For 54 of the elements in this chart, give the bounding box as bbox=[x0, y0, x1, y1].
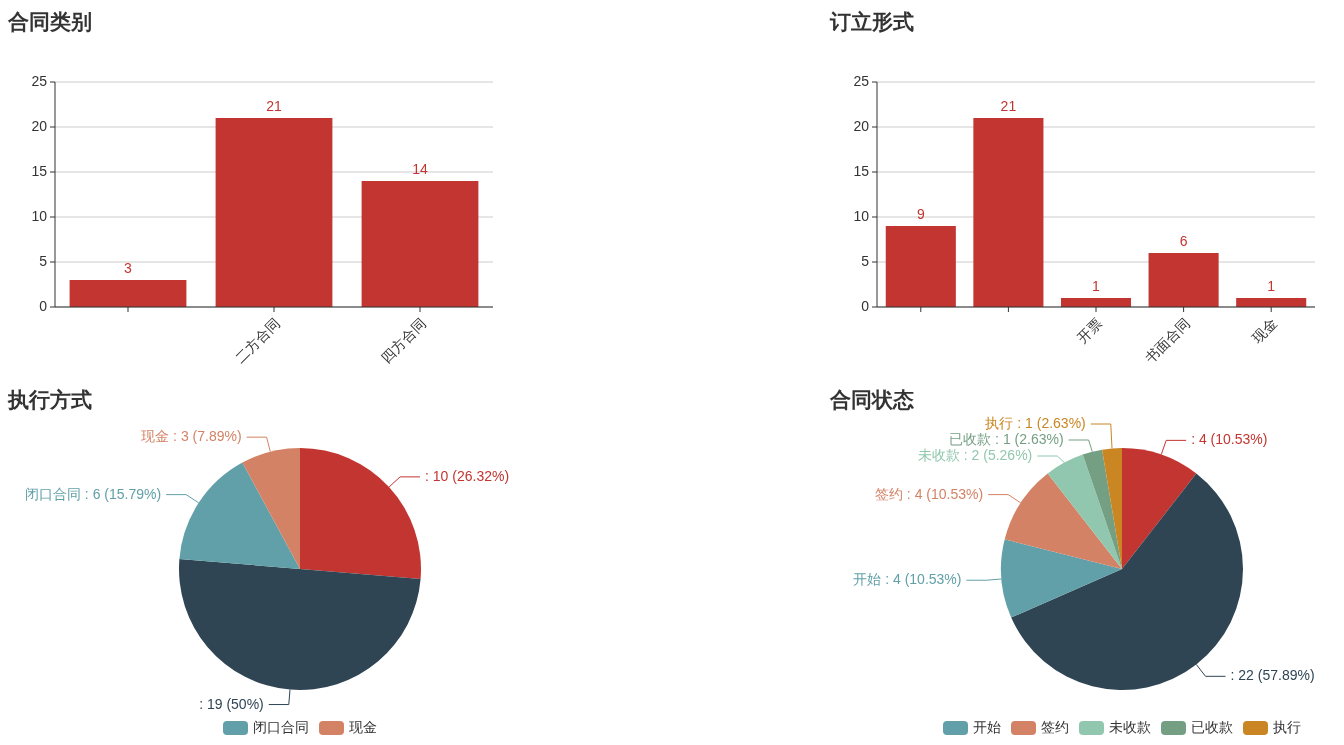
data-label: 6 bbox=[1179, 233, 1188, 249]
data-label: 9 bbox=[916, 206, 925, 222]
data-label: 3 bbox=[124, 260, 133, 276]
legend-label: 执行 bbox=[1273, 718, 1301, 735]
x-tick-label: 二方合同 bbox=[232, 315, 284, 367]
data-label: : 22 (57.89%) bbox=[1230, 667, 1315, 684]
data-label: 执行 : 1 (2.63%) bbox=[985, 414, 1086, 431]
y-tick-label: 15 bbox=[853, 162, 870, 179]
data-label: : 4 (10.53%) bbox=[1191, 431, 1268, 448]
data-label: : 19 (50%) bbox=[199, 695, 264, 712]
data-label: : 10 (26.32%) bbox=[425, 467, 510, 484]
data-label: 闭口合同 : 6 (15.79%) bbox=[24, 485, 162, 502]
bar bbox=[885, 226, 956, 307]
bar bbox=[1148, 253, 1219, 307]
data-label: 1 bbox=[1267, 278, 1276, 294]
y-tick-label: 5 bbox=[39, 252, 48, 269]
bar bbox=[361, 181, 479, 307]
data-label: 开始 : 4 (10.53%) bbox=[853, 570, 962, 587]
data-label: 1 bbox=[1092, 278, 1101, 294]
data-label: 21 bbox=[266, 98, 282, 114]
y-tick-label: 10 bbox=[853, 207, 870, 224]
y-tick-label: 15 bbox=[31, 162, 48, 179]
y-tick-label: 20 bbox=[31, 117, 48, 134]
x-tick-label: 书面合同 bbox=[1142, 315, 1194, 367]
y-tick-label: 0 bbox=[861, 297, 870, 314]
legend-label: 闭口合同 bbox=[253, 718, 309, 735]
pie-slice bbox=[300, 448, 421, 579]
data-label: 未收款 : 2 (5.26%) bbox=[917, 446, 1033, 463]
bar bbox=[215, 118, 333, 307]
chart-title: 合同类别 bbox=[7, 10, 92, 33]
y-tick-label: 20 bbox=[853, 117, 870, 134]
legend-label: 开始 bbox=[973, 718, 1001, 735]
legend-label: 签约 bbox=[1041, 718, 1069, 735]
data-label: 21 bbox=[1000, 98, 1017, 114]
x-tick-label: 开票 bbox=[1074, 315, 1106, 347]
data-label: 签约 : 4 (10.53%) bbox=[874, 485, 984, 502]
data-label: 14 bbox=[412, 161, 428, 177]
x-tick-label: 四方合同 bbox=[378, 315, 430, 367]
chart-title: 合同状态 bbox=[829, 388, 914, 411]
y-tick-label: 5 bbox=[861, 252, 870, 269]
chart-title: 订立形式 bbox=[829, 10, 914, 33]
data-label: 已收款 : 1 (2.63%) bbox=[949, 430, 1064, 447]
bar bbox=[973, 118, 1044, 307]
x-tick-label: 现金 bbox=[1249, 315, 1281, 347]
legend-label: 现金 bbox=[349, 718, 377, 735]
y-tick-label: 10 bbox=[31, 207, 48, 224]
legend-label: 未收款 bbox=[1109, 718, 1151, 735]
legend-label: 已收款 bbox=[1191, 718, 1233, 735]
bar bbox=[69, 280, 187, 307]
y-tick-label: 0 bbox=[39, 297, 48, 314]
chart-title: 执行方式 bbox=[7, 388, 92, 411]
y-tick-label: 25 bbox=[853, 72, 870, 89]
y-tick-label: 25 bbox=[31, 72, 48, 89]
data-label: 现金 : 3 (7.89%) bbox=[141, 427, 242, 444]
